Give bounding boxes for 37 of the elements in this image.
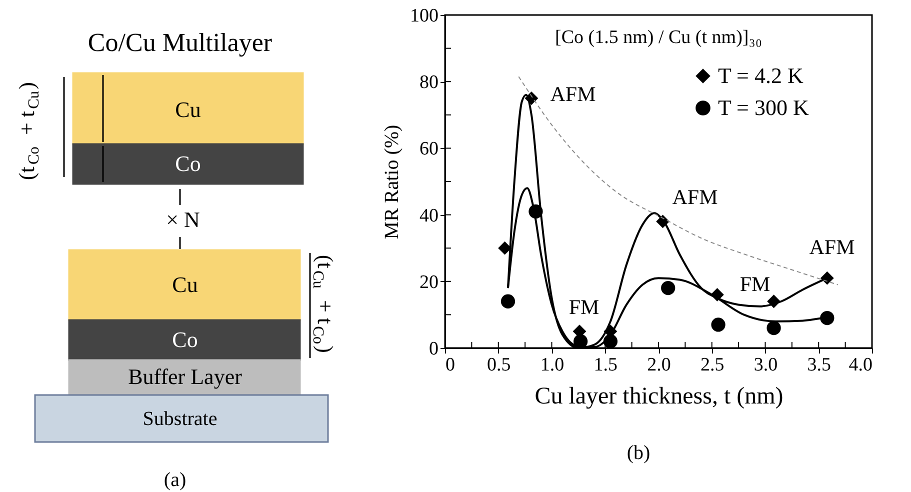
x-tick-label: 0 [446,354,455,376]
x-tick-label: 1.0 [540,354,564,376]
text: Buffer Layer [128,364,243,389]
x-tick-label: 1.5 [594,354,618,376]
text: Cu [172,272,198,297]
text: Co [175,151,201,176]
annotation: [Co (1.5 nm) / Cu (t nm)]₃₀ [555,27,762,48]
text: (tCu + tCo) [309,254,338,354]
x-axis-title: Cu layer thickness, t (nm) [534,384,784,410]
text: (a) [164,469,186,491]
annotation: AFM [809,235,856,259]
legend-label: T = 300 K [718,95,809,120]
text: (tCo + tCu) [14,82,43,180]
y-tick-label: 60 [420,138,438,160]
text: (b) [626,442,650,464]
text: Co/Cu Multilayer [88,28,272,57]
annotation: FM [740,272,770,296]
annotation: AFM [672,185,718,209]
x-tick-label: 4.0 [848,354,872,376]
text: Co [172,327,198,352]
y-tick-label: 40 [420,205,438,226]
x-tick-label: 2.5 [700,354,724,376]
y-axis-title: MR Ratio (%) [381,124,403,240]
annotation: FM [568,295,600,319]
text: × N [166,207,200,232]
x-tick-label: 0.5 [487,354,511,376]
legend-label: T = 4.2 K [718,63,804,88]
x-tick-label: 2.0 [647,354,671,376]
y-tick-label: 20 [420,272,438,293]
y-tick-label: 100 [410,6,438,26]
x-tick-label: 3.0 [754,354,778,376]
text: Substrate [142,408,218,430]
x-tick-label: 3.5 [807,354,831,376]
y-tick-label: 0 [429,338,438,360]
annotation: AFM [550,82,596,106]
y-tick-label: 80 [420,72,438,94]
text: Cu [175,97,201,122]
